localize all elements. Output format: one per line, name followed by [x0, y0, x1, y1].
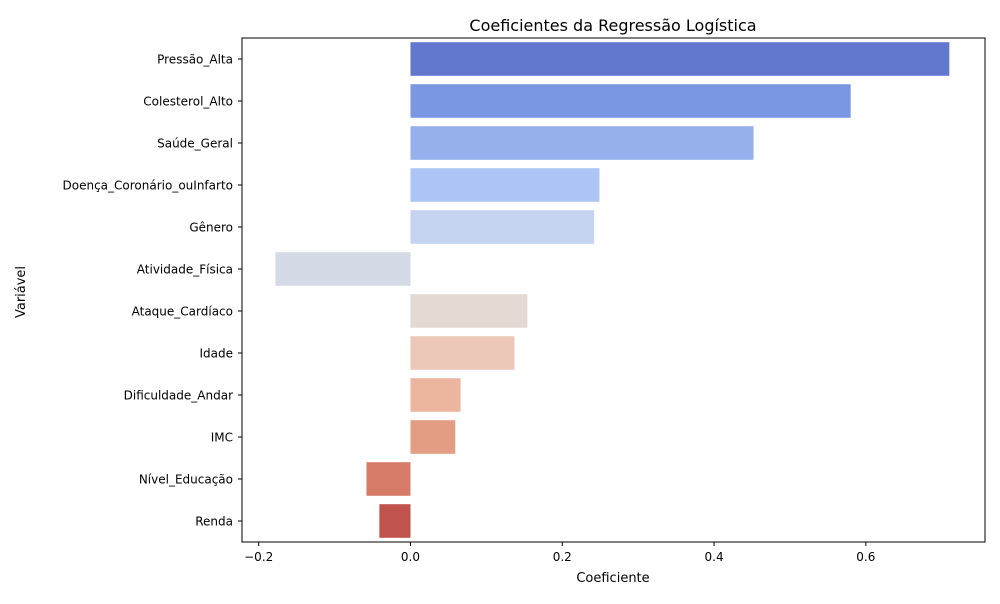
y-axis: Pressão_Alta Colesterol_Alto Saúde_Geral Do… [63, 53, 242, 529]
x-axis-label: Coeficiente [576, 571, 649, 586]
x-tick-label: 0.0 [401, 550, 420, 564]
bar [410, 168, 600, 202]
bar [410, 84, 851, 118]
x-axis: −0.2 0.0 0.2 0.4 0.6 [244, 542, 875, 564]
y-tick-label: Saúde_Geral [157, 137, 233, 151]
x-tick-label: −0.2 [244, 550, 273, 564]
y-tick-label: Idade [199, 347, 233, 361]
bar [410, 210, 595, 244]
y-tick-label: Colesterol_Alto [143, 95, 233, 109]
y-tick-label: Nível_Educação [139, 473, 233, 487]
y-tick-label: Pressão_Alta [157, 53, 233, 67]
x-tick-label: 0.6 [856, 550, 875, 564]
y-axis-label: Variável [14, 266, 29, 318]
chart-title: Coeficientes da Regressão Logística [469, 16, 756, 35]
bar [410, 126, 754, 160]
bar [410, 294, 528, 328]
y-tick-label: Dificuldade_Andar [124, 389, 233, 403]
bar [410, 420, 456, 454]
bars-group [275, 42, 950, 538]
y-tick-label: Gênero [189, 221, 233, 235]
y-tick-label: Renda [195, 515, 233, 529]
bar [410, 42, 950, 76]
plot-frame [241, 37, 986, 543]
bar [410, 336, 515, 370]
bar [366, 462, 411, 496]
x-tick-label: 0.2 [553, 550, 572, 564]
x-tick-label: 0.4 [705, 550, 724, 564]
bar [410, 378, 461, 412]
bar [275, 252, 411, 286]
y-tick-label: IMC [211, 431, 233, 445]
y-tick-label: Doença_Coronário_ouInfarto [63, 179, 233, 193]
y-tick-label: Atividade_Física [137, 263, 233, 277]
y-tick-label: Ataque_Cardíaco [132, 305, 233, 319]
bar [379, 504, 411, 538]
